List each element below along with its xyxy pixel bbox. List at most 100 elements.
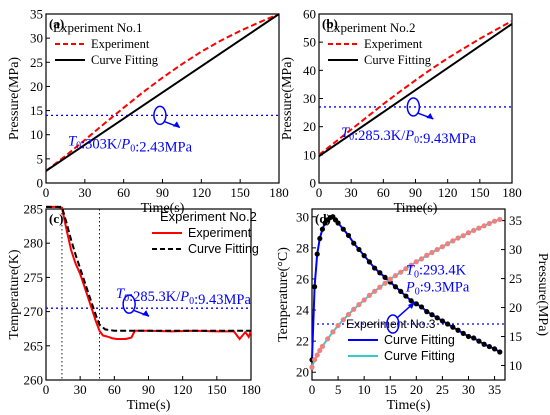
annotation-text: T0:303K/P0:2.43MPa xyxy=(68,133,193,155)
y-tick-label: 265 xyxy=(24,338,44,353)
x-tick-label: 30 xyxy=(462,382,475,397)
data-point xyxy=(319,343,326,349)
data-point xyxy=(330,329,336,335)
annotation: T0:285.3K/P0:9.43MPa xyxy=(341,97,476,147)
panel-a: 0 30 60 90 120 150 18005101520253035Time(s)Pre… xyxy=(7,7,289,217)
legend: Experiment No.3 Curve Fitting Curve Fittin… xyxy=(346,317,455,363)
data-point xyxy=(325,336,331,342)
x-tick-label: 180 xyxy=(269,185,289,200)
legend-title: Experiment No.2 xyxy=(326,20,416,35)
data-point xyxy=(424,309,430,315)
data-point xyxy=(314,352,320,358)
data-point xyxy=(481,341,487,347)
data-point xyxy=(497,216,503,223)
data-point xyxy=(408,298,414,304)
y-tick-label: 30 xyxy=(30,31,43,46)
x-tick-label: 0 xyxy=(316,185,323,200)
data-point xyxy=(434,315,440,321)
series-line-curve-fitting xyxy=(46,205,251,332)
x-tick-label: 10 xyxy=(358,382,371,397)
data-point xyxy=(312,357,318,363)
legend-label: Curve Fitting xyxy=(384,333,455,347)
data-point xyxy=(314,251,320,257)
x-tick-label: 0 xyxy=(43,185,50,200)
data-point xyxy=(465,230,472,236)
data-point xyxy=(476,338,482,344)
y-tick-label: 15 xyxy=(30,103,43,118)
annotation-ellipse xyxy=(153,105,167,126)
data-point xyxy=(450,238,456,244)
y-tick-label: 25 xyxy=(30,55,43,70)
data-point xyxy=(382,280,388,286)
x-tick-label: 30 xyxy=(345,185,358,200)
data-point xyxy=(382,274,388,280)
series-line-curve-fitting xyxy=(318,23,513,158)
legend-label: Curve Fitting xyxy=(188,242,259,256)
x-tick-label: 35 xyxy=(488,382,501,397)
y-tick-label: 40 xyxy=(303,63,316,78)
data-point xyxy=(340,226,346,232)
y-tick-label: 50 xyxy=(303,35,316,50)
legend-label: Curve Fitting xyxy=(384,349,455,363)
data-point xyxy=(491,218,498,224)
legend-title: Experiment No.3 xyxy=(346,317,436,331)
y-axis-label: Pressure(MPa) xyxy=(7,57,22,141)
x-axis-label: Time(s) xyxy=(127,398,171,413)
data-point xyxy=(418,256,425,262)
data-point xyxy=(351,306,357,312)
y-tick-label: 270 xyxy=(24,304,44,319)
annotation-text: T0:285.3K/P0:9.43MPa xyxy=(116,286,251,308)
x-tick-label: 150 xyxy=(207,382,227,397)
data-point xyxy=(377,270,383,276)
data-point xyxy=(429,312,435,318)
y-tick-label: 5 xyxy=(37,151,44,166)
x-tick-label: 60 xyxy=(377,185,390,200)
data-point xyxy=(471,335,477,341)
y-axis-label: Temperature(°C) xyxy=(276,247,291,342)
y-right-tick-label: 30 xyxy=(509,242,522,257)
data-point xyxy=(361,253,367,259)
x-tick-label: 90 xyxy=(409,185,422,200)
data-point xyxy=(317,235,323,242)
panel-b: 0 30 60 90 120 150 1800102030405060Time(s)Pres… xyxy=(280,7,522,217)
data-point xyxy=(335,220,341,226)
data-point xyxy=(392,284,399,290)
annotation-ellipse xyxy=(386,314,400,334)
annotation-text: P0:9.3MPa xyxy=(405,279,470,297)
data-point xyxy=(319,226,326,232)
data-point xyxy=(476,225,482,231)
y-tick-label: 0 xyxy=(310,176,317,191)
data-point xyxy=(497,349,503,355)
annotation-arrowhead xyxy=(407,302,415,310)
legend: Experiment No.2 Experiment Curve Fitting xyxy=(152,209,259,256)
y-axis-label: Temperature(K) xyxy=(7,249,22,339)
x-tick-label: 5 xyxy=(335,382,342,397)
data-point xyxy=(335,322,341,329)
x-tick-label: 120 xyxy=(173,382,193,397)
series-line-experiment xyxy=(318,20,513,156)
x-tick-label: 180 xyxy=(502,185,522,200)
data-point xyxy=(398,288,404,294)
series-line-experiment xyxy=(45,13,280,172)
data-point xyxy=(387,276,393,282)
data-point xyxy=(439,244,446,250)
x-tick-label: 150 xyxy=(470,185,490,200)
data-point xyxy=(450,324,456,330)
x-tick-label: 120 xyxy=(438,185,458,200)
x-tick-label: 0 xyxy=(43,382,50,397)
x-tick-label: 90 xyxy=(142,382,155,397)
y-right-tick-label: 35 xyxy=(509,213,522,228)
data-point xyxy=(445,241,451,247)
legend-label: Experiment xyxy=(364,37,423,51)
data-point xyxy=(356,246,362,253)
y-tick-label: 280 xyxy=(24,236,44,251)
x-tick-label: 30 xyxy=(74,382,87,397)
y-tick-label: 20 xyxy=(303,119,316,134)
x-tick-label: 25 xyxy=(436,382,449,397)
data-point xyxy=(309,364,315,370)
panel-c: 0 30 60 90 120 150 180 260 265 270 275 280 285 Time(s… xyxy=(7,202,261,414)
panel-label: (c) xyxy=(49,211,63,226)
y-tick-label: 24 xyxy=(296,303,310,318)
